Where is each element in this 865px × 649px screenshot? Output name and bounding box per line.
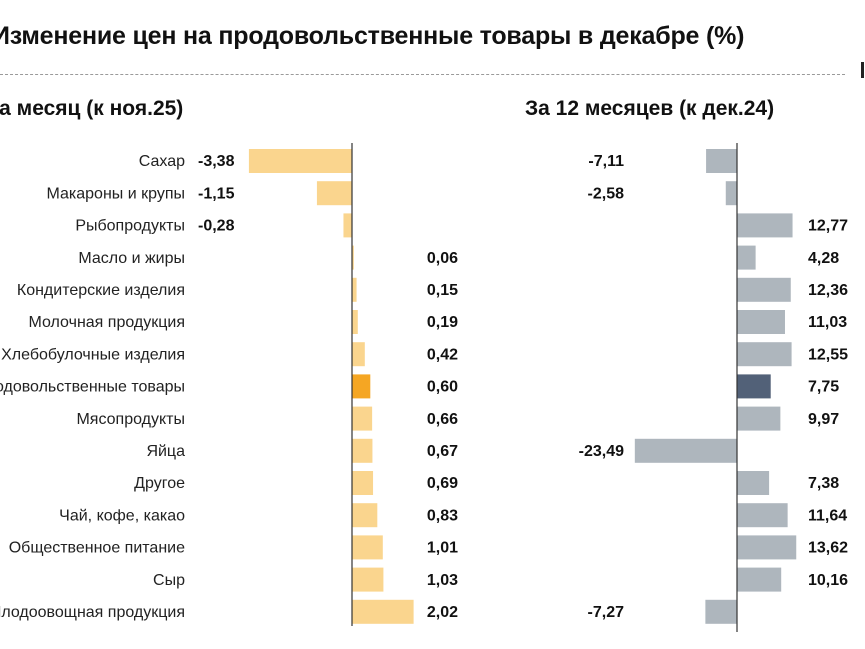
month-category-label: Рыбопродукты <box>75 218 185 235</box>
year-bar <box>634 438 737 463</box>
month-category-label: Хлебобулочные изделия <box>1 346 185 363</box>
year-value-label: 9,97 <box>808 411 839 428</box>
month-category-label: Яйца <box>146 443 185 460</box>
month-bar <box>352 245 354 270</box>
year-bar <box>737 342 792 367</box>
month-value-label: 0,06 <box>427 250 458 267</box>
month-bar <box>352 406 373 431</box>
month-bar <box>352 277 357 302</box>
year-bar <box>725 181 737 206</box>
year-value-label: 13,62 <box>808 540 848 557</box>
year-bar <box>737 567 782 592</box>
month-bar <box>248 149 352 173</box>
month-bar <box>352 599 414 624</box>
month-value-label: 1,01 <box>427 540 458 557</box>
month-bar <box>352 503 378 528</box>
month-value-label: 0,19 <box>427 314 458 331</box>
month-value-label: 0,15 <box>427 282 458 299</box>
month-category-label: Другое <box>134 475 185 492</box>
month-value-label: 1,03 <box>427 572 458 589</box>
year-bar <box>705 599 737 624</box>
year-value-label: 11,64 <box>808 507 847 524</box>
year-value-label: -2,58 <box>588 185 625 202</box>
month-category-label: Общественное питание <box>9 540 185 557</box>
month-bar <box>352 310 358 334</box>
month-value-label: -0,28 <box>198 218 235 235</box>
month-value-label: 0,67 <box>427 443 458 460</box>
year-bar <box>737 406 781 431</box>
month-bar <box>352 438 373 463</box>
year-bar <box>737 471 770 495</box>
month-category-label: Мясопродукты <box>76 411 185 428</box>
month-value-label: 0,83 <box>427 507 458 524</box>
month-value-label: 0,69 <box>427 475 458 492</box>
year-value-label: 12,55 <box>808 346 848 363</box>
year-value-label: 7,75 <box>808 379 839 396</box>
year-bar <box>737 213 793 238</box>
month-category-label: Макароны и крупы <box>47 185 186 202</box>
year-value-label: -23,49 <box>579 443 624 460</box>
year-value-label: 12,77 <box>808 218 848 235</box>
year-bar <box>737 310 785 334</box>
month-value-label: -1,15 <box>198 185 235 202</box>
month-category-label: Масло и жиры <box>78 250 185 267</box>
month-category-label: Молочная продукция <box>28 314 185 331</box>
month-value-label: 0,66 <box>427 411 458 428</box>
month-bar <box>352 374 371 399</box>
month-value-label: 2,02 <box>427 604 458 621</box>
year-value-label: 4,28 <box>808 250 839 267</box>
chart-title: Изменение цен на продовольственные товар… <box>0 22 745 50</box>
year-bar <box>737 277 791 302</box>
month-bar <box>352 342 365 367</box>
year-bar <box>737 535 797 560</box>
year-value-label: 11,03 <box>808 314 847 331</box>
year-value-label: 7,38 <box>808 475 839 492</box>
year-value-label: -7,11 <box>588 153 624 170</box>
month-value-label: 0,60 <box>427 379 458 396</box>
year-value-label: 10,16 <box>808 572 848 589</box>
year-bar <box>737 503 788 528</box>
year-value-label: 12,36 <box>808 282 848 299</box>
year-value-label: -7,27 <box>588 604 625 621</box>
month-category-label: Продовольственные товары <box>0 379 185 396</box>
edge-marker <box>861 62 864 78</box>
month-category-label: Кондитерские изделия <box>17 282 185 299</box>
year-bar <box>737 245 756 270</box>
month-category-label: Плодоовощная продукция <box>0 604 185 621</box>
month-bar <box>352 535 383 560</box>
title-divider <box>0 74 845 75</box>
month-value-label: -3,38 <box>198 153 235 170</box>
month-bar <box>352 471 374 495</box>
year-bar <box>706 149 737 173</box>
month-bar <box>352 567 384 592</box>
month-category-label: Чай, кофе, какао <box>59 507 185 524</box>
year-chart-subtitle: За 12 месяцев (к дек.24) <box>525 97 775 120</box>
month-bar <box>316 181 352 206</box>
year-bar <box>737 374 771 399</box>
month-chart-subtitle: За месяц (к ноя.25) <box>0 97 184 120</box>
month-category-label: Сахар <box>139 153 185 170</box>
month-value-label: 0,42 <box>427 346 458 363</box>
month-category-label: Сыр <box>153 572 185 589</box>
month-bar <box>343 213 352 238</box>
